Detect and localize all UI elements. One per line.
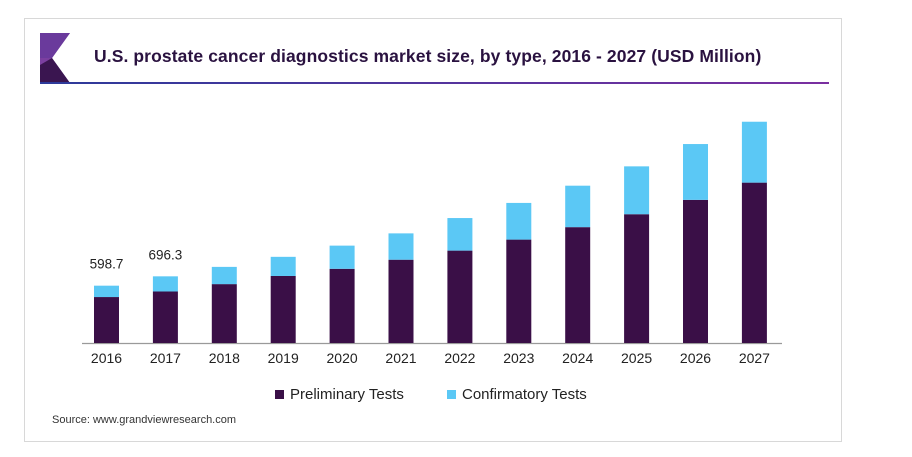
legend-item-preliminary: Preliminary Tests: [275, 386, 404, 403]
bar-confirmatory-2021: [388, 233, 414, 260]
x-tick-label: 2020: [327, 350, 358, 366]
legend-label: Confirmatory Tests: [462, 386, 587, 403]
bar-confirmatory-2025: [624, 166, 650, 215]
bar-preliminary-2021: [388, 259, 414, 343]
bar-preliminary-2026: [683, 199, 708, 343]
bar-preliminary-2025: [624, 214, 650, 343]
legend-swatch-confirmatory: [447, 390, 456, 399]
bar-preliminary-2017: [152, 291, 178, 343]
bar-confirmatory-2016: [94, 285, 119, 298]
bar-preliminary-2024: [565, 227, 591, 343]
x-tick-label: 2025: [621, 350, 652, 366]
bar-preliminary-2020: [329, 268, 355, 343]
bar-preliminary-2023: [506, 239, 532, 343]
x-tick-label: 2023: [503, 350, 534, 366]
legend-item-confirmatory: Confirmatory Tests: [447, 386, 587, 403]
bar-preliminary-2018: [211, 284, 237, 343]
bar-preliminary-2016: [94, 297, 119, 343]
legend: Preliminary Tests Confirmatory Tests: [0, 386, 912, 406]
bar-preliminary-2019: [270, 275, 296, 343]
bar-confirmatory-2026: [683, 144, 708, 200]
chart-title: U.S. prostate cancer diagnostics market …: [94, 46, 762, 66]
x-tick-label: 2026: [680, 350, 711, 366]
data-label-2016: 598.7: [90, 257, 124, 272]
source-note: Source: www.grandviewresearch.com: [52, 414, 237, 426]
x-tick-label: 2021: [385, 350, 416, 366]
bar-confirmatory-2017: [152, 276, 178, 292]
bar-confirmatory-2027: [741, 121, 767, 183]
x-tick-label: 2019: [268, 350, 299, 366]
bar-confirmatory-2024: [565, 185, 591, 228]
brand-logo-icon: [40, 33, 70, 83]
x-tick-label: 2018: [209, 350, 240, 366]
bar-confirmatory-2023: [506, 202, 532, 240]
legend-label: Preliminary Tests: [290, 386, 404, 403]
bar-confirmatory-2022: [447, 218, 473, 251]
title-underline: [40, 82, 829, 84]
x-tick-label: 2024: [562, 350, 593, 366]
x-tick-label: 2027: [739, 350, 770, 366]
data-label-2017: 696.3: [149, 247, 183, 262]
x-tick-label: 2022: [444, 350, 475, 366]
bar-confirmatory-2018: [211, 266, 237, 285]
bar-preliminary-2022: [447, 250, 473, 343]
bar-confirmatory-2020: [329, 245, 355, 269]
x-tick-label: 2016: [91, 350, 122, 366]
bar-confirmatory-2019: [270, 256, 296, 276]
x-tick-label: 2017: [150, 350, 181, 366]
bar-preliminary-2027: [741, 182, 767, 343]
legend-swatch-preliminary: [275, 390, 284, 399]
